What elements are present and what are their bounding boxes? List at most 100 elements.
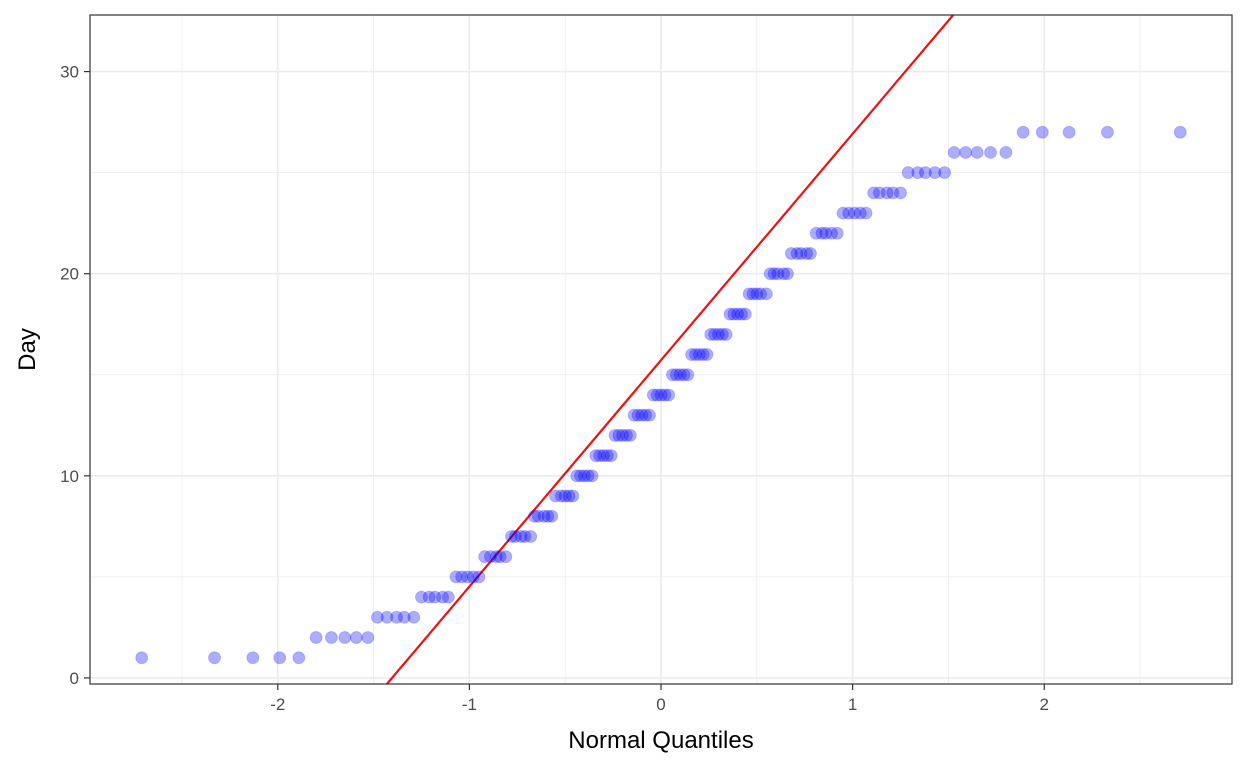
data-point [135, 651, 149, 665]
data-point [639, 408, 653, 422]
data-point [692, 348, 706, 362]
data-point [414, 590, 428, 604]
data-point [604, 449, 618, 463]
data-point [708, 327, 722, 341]
y-tick-label: 0 [70, 669, 79, 688]
data-point [673, 368, 687, 382]
data-point [727, 307, 741, 321]
data-point [665, 368, 679, 382]
data-point [715, 327, 729, 341]
data-point [428, 590, 442, 604]
data-point [685, 348, 699, 362]
data-point [815, 226, 829, 240]
data-point [570, 469, 584, 483]
data-point [478, 550, 492, 564]
data-point [836, 206, 850, 220]
data-point [627, 408, 641, 422]
data-point [370, 610, 384, 624]
data-point [574, 469, 588, 483]
data-point [407, 610, 421, 624]
data-point [246, 651, 260, 665]
data-point [759, 287, 773, 301]
data-point [493, 550, 507, 564]
data-point [1062, 125, 1076, 139]
data-point [1016, 125, 1030, 139]
data-point [662, 388, 676, 402]
data-point [794, 246, 808, 260]
data-point [589, 449, 603, 463]
data-point [380, 610, 394, 624]
data-point [999, 145, 1013, 159]
data-point [518, 529, 532, 543]
data-point [349, 631, 363, 645]
data-point [616, 428, 630, 442]
data-point [643, 408, 657, 422]
data-point [918, 166, 932, 180]
x-tick-label: -2 [270, 695, 285, 714]
data-point [780, 267, 794, 281]
data-point [646, 388, 660, 402]
data-point [819, 226, 833, 240]
data-point [449, 570, 463, 584]
data-point [901, 166, 915, 180]
data-point [848, 206, 862, 220]
data-point [938, 166, 952, 180]
data-point [754, 287, 768, 301]
data-point [466, 570, 480, 584]
data-point [292, 651, 306, 665]
data-point [809, 226, 823, 240]
data-point [620, 428, 634, 442]
data-point [842, 206, 856, 220]
data-point [554, 489, 568, 503]
data-point [734, 307, 748, 321]
data-point [723, 307, 737, 321]
data-point [581, 469, 595, 483]
data-point [537, 509, 551, 523]
data-point [872, 186, 886, 200]
data-point [593, 449, 607, 463]
data-point [585, 469, 599, 483]
data-point [654, 388, 668, 402]
data-point [688, 348, 702, 362]
y-tick-label: 30 [60, 63, 79, 82]
data-point [1173, 125, 1187, 139]
data-point [669, 368, 683, 382]
data-point [441, 590, 455, 604]
data-point [867, 186, 881, 200]
data-point [631, 408, 645, 422]
data-point [623, 428, 637, 442]
data-point [696, 348, 710, 362]
data-point [742, 287, 756, 301]
data-point [880, 186, 894, 200]
data-point [508, 529, 522, 543]
y-axis-title: Day [14, 328, 41, 371]
x-tick-label: 1 [848, 695, 857, 714]
data-point [911, 166, 925, 180]
data-point [324, 631, 338, 645]
data-point [436, 590, 450, 604]
data-point [784, 246, 798, 260]
reference-line [386, 14, 955, 685]
data-point [886, 186, 900, 200]
data-point [460, 570, 474, 584]
data-point [1100, 125, 1114, 139]
data-points [135, 125, 1187, 665]
data-point [825, 226, 839, 240]
data-point [677, 368, 691, 382]
data-point [658, 388, 672, 402]
data-point [566, 489, 580, 503]
data-point [608, 428, 622, 442]
data-point [959, 145, 973, 159]
data-point [361, 631, 375, 645]
data-point [531, 509, 545, 523]
data-point [928, 166, 942, 180]
data-point [455, 570, 469, 584]
data-point [422, 590, 436, 604]
data-point [505, 529, 519, 543]
data-point [650, 388, 664, 402]
data-point [790, 246, 804, 260]
data-point [803, 246, 817, 260]
data-point [397, 610, 411, 624]
